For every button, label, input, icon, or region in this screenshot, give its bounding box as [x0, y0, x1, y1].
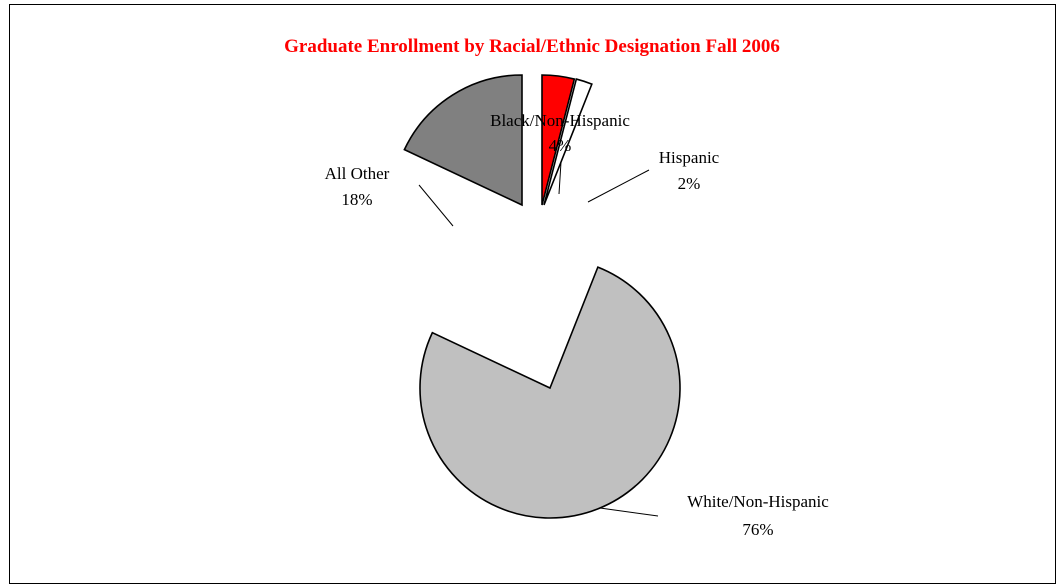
slice-label-all-other: All Other	[325, 164, 390, 183]
pie-slice-white-non-hispanic	[419, 266, 681, 519]
leader-line-hispanic	[587, 169, 650, 203]
slice-percent-hispanic: 2%	[678, 174, 701, 193]
slice-percent-all-other: 18%	[341, 190, 372, 209]
pie-slice-all-other	[403, 74, 523, 207]
leader-line-all-other	[418, 184, 454, 227]
slice-label-hispanic: Hispanic	[659, 148, 720, 167]
slice-label-black-non-hispanic: Black/Non-Hispanic	[490, 111, 630, 130]
pie-slice-hispanic	[543, 78, 593, 206]
chart-title: Graduate Enrollment by Racial/Ethnic Des…	[284, 36, 780, 57]
pie-slice-black-non-hispanic	[541, 74, 576, 206]
slice-percent-black-non-hispanic: 4%	[549, 136, 572, 155]
leader-line-black-non-hispanic	[558, 161, 562, 195]
slice-percent-white-non-hispanic: 76%	[742, 520, 773, 539]
leader-line-white-non-hispanic	[599, 507, 659, 517]
slice-label-white-non-hispanic: White/Non-Hispanic	[687, 492, 829, 511]
